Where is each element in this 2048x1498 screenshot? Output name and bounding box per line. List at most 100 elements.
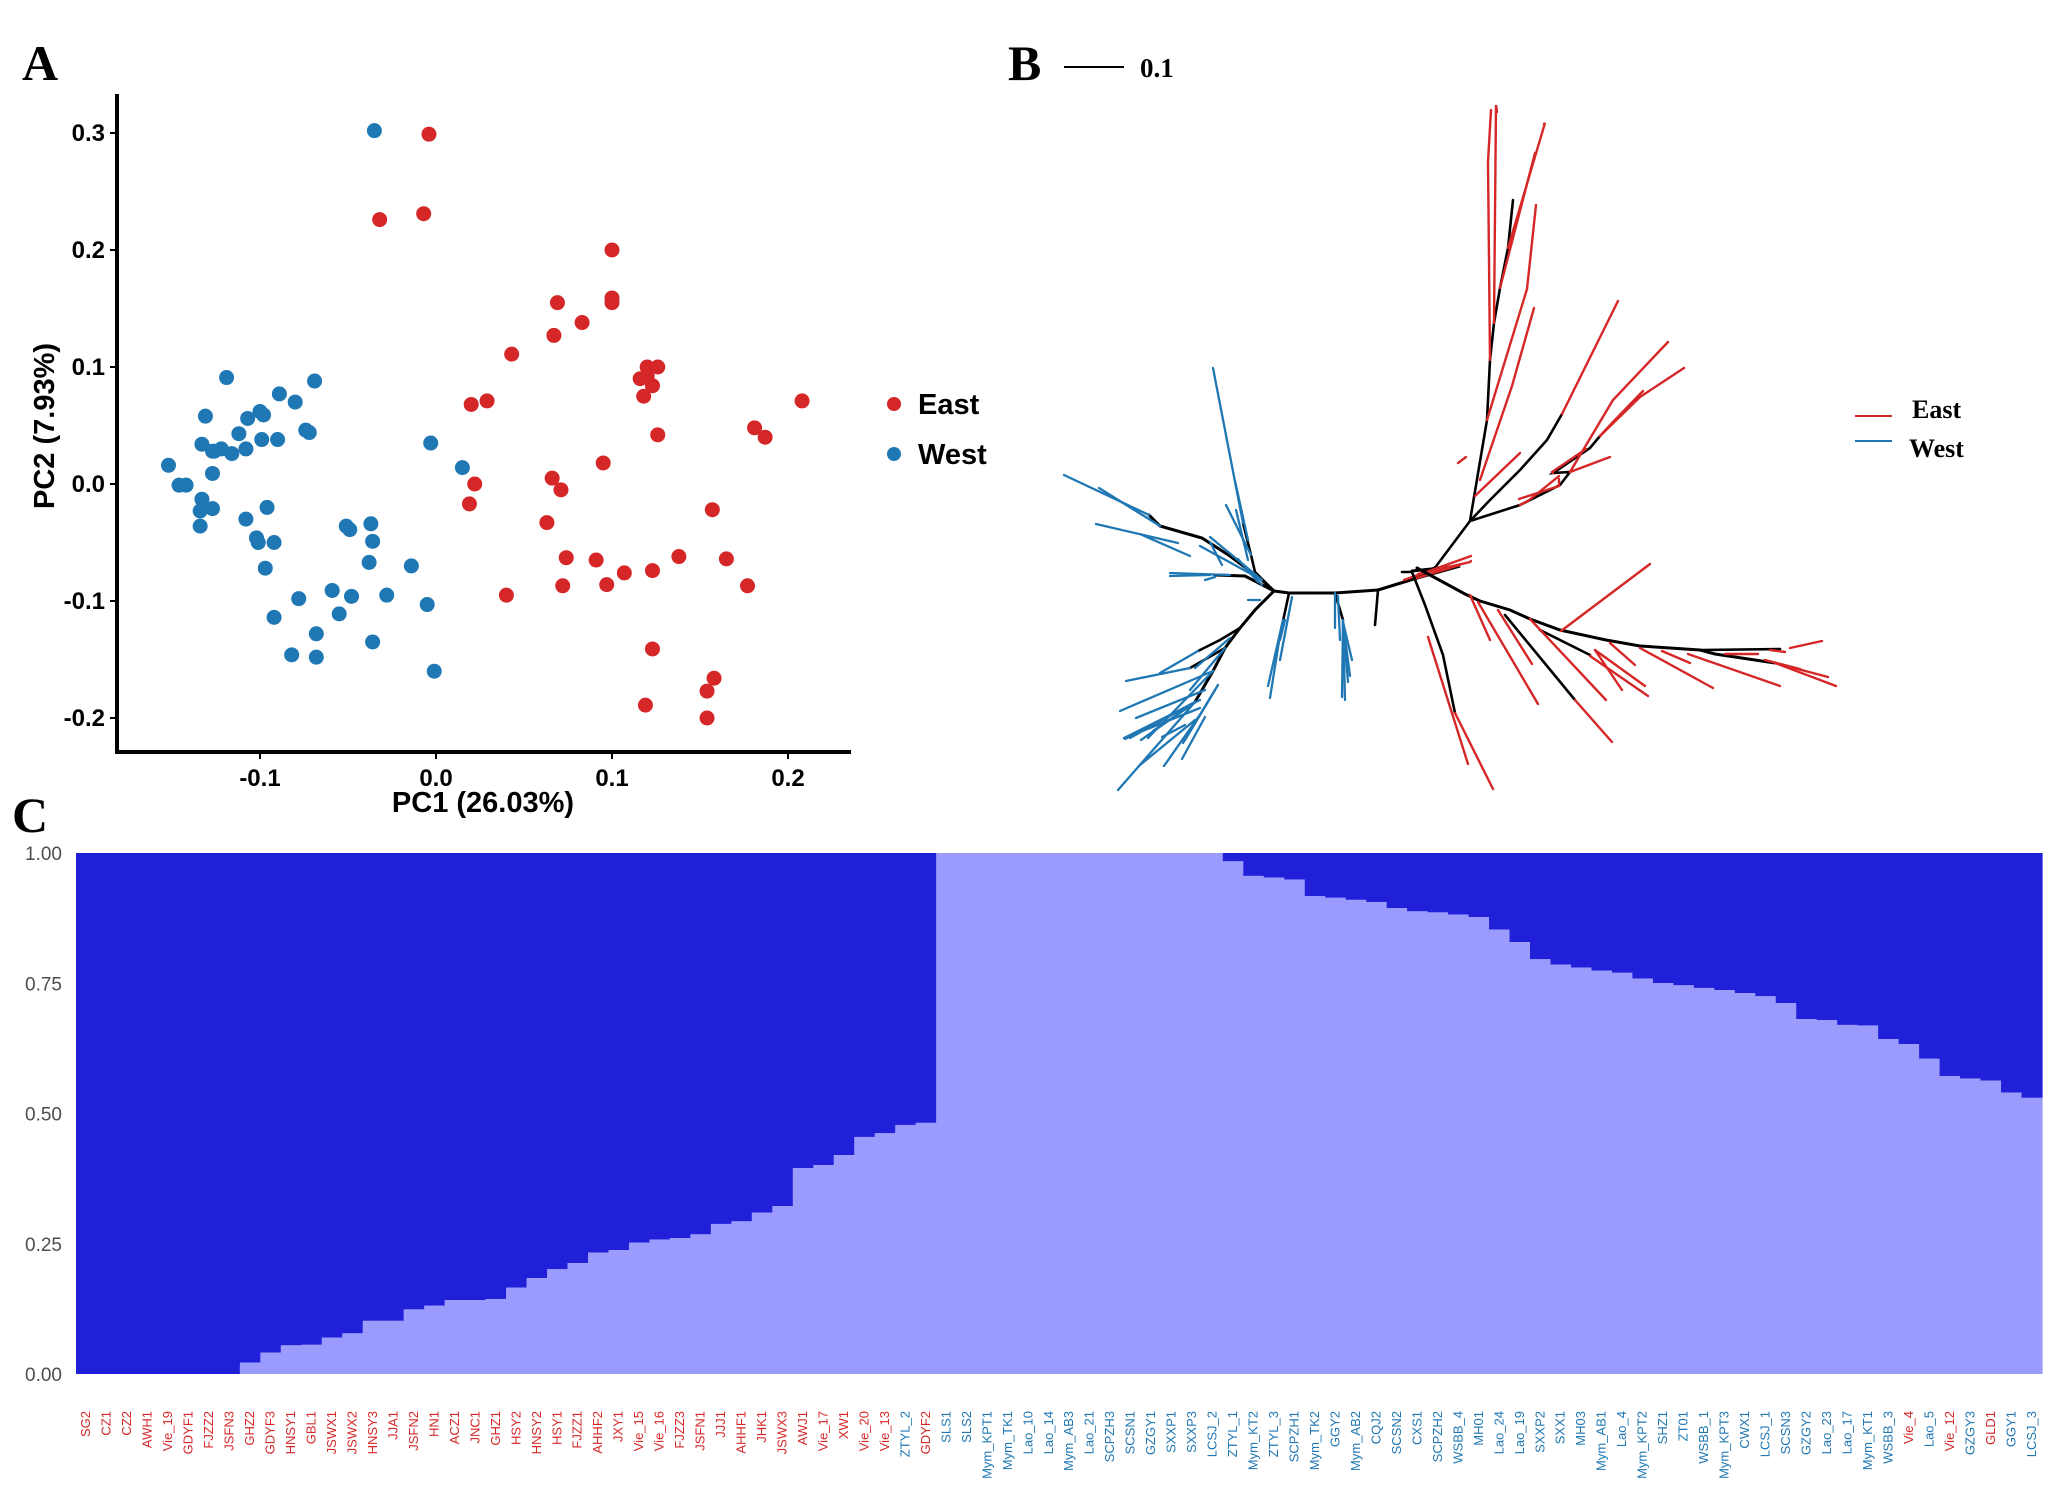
structure-x-label: AHHF2 [590,1411,605,1454]
structure-bar-k1 [444,853,466,1301]
tree-branch-west [1062,473,1151,517]
pca-point-east [544,470,560,486]
pca-point-west [192,503,208,519]
structure-bar-k2 [280,1345,302,1374]
pca-point-east [644,378,660,394]
pca-point-west [171,477,187,493]
tree-branches [1062,104,1838,792]
structure-bar-k1 [239,853,261,1363]
structure-bar-k1 [301,853,323,1345]
structure-bar-k1 [321,853,343,1338]
legend-east-label: East [918,389,980,421]
structure-bar-k2 [1304,896,1326,1374]
tree-internal-branch [1376,576,1419,592]
tree-branch-west [1341,620,1350,684]
structure-x-label: Mym_TK1 [1000,1411,1015,1470]
structure-x-label: SXXP2 [1532,1411,1547,1453]
pca-point-east [699,683,715,699]
structure-x-label: JHK1 [754,1411,769,1443]
pca-point-west [308,649,324,665]
structure-bar-k2 [465,1300,487,1374]
tree-internal-branch [1415,566,1777,665]
structure-bar-k1 [2001,853,2023,1093]
structure-bar-k1 [1304,853,1326,897]
tree-branch-east [1638,646,1715,690]
structure-bar-k2 [1693,987,1715,1374]
structure-x-label: ZT01 [1676,1411,1691,1441]
structure-bar-k1 [772,853,794,1207]
structure-bar-k1 [1345,853,1367,900]
tree-branch-east [1568,455,1612,474]
structure-bar-k2 [260,1352,282,1374]
structure-x-label: GZGY3 [1962,1411,1977,1455]
structure-x-label: Vie_17 [815,1411,830,1451]
structure-bar-k1 [1632,853,1654,979]
tree-branch-west [1124,666,1192,683]
structure-x-label: SCPZH3 [1102,1411,1117,1462]
structure-x-label: Mym_KPT1 [979,1411,994,1479]
tree-internal-branch [1503,613,1577,702]
pca-point-west [254,432,270,448]
structure-bar-k1 [1816,853,1838,1021]
structure-bar-k1 [1591,853,1613,971]
structure-bar-k2 [1755,996,1777,1374]
structure-bar-k2 [1448,914,1470,1374]
structure-bar-k2 [1714,990,1736,1374]
phylogenetic-tree: 0.1 East West [1062,53,1964,792]
structure-x-label: Mym_KPT3 [1717,1411,1732,1479]
structure-bar-k2 [1120,853,1142,1374]
pca-point-west [266,535,282,550]
structure-x-label: ACZ1 [447,1411,462,1444]
structure-bar-k2 [424,1305,446,1374]
legend-east-marker [887,397,901,411]
structure-x-label: Lao_4 [1614,1411,1629,1447]
structure-bar-k1 [280,853,302,1346]
structure-bar-k1 [813,853,835,1166]
tree-branch-east [1528,617,1608,702]
pca-point-east [555,578,571,594]
structure-x-label: CZ1 [99,1411,114,1436]
pca-points [160,123,810,726]
structure-x-label: Lao_19 [1512,1411,1527,1454]
pca-point-east [604,295,620,311]
structure-bar-k1 [1407,853,1429,912]
tree-branch-east [1478,306,1536,482]
tree-branch-east [1560,299,1620,416]
structure-bar-k1 [485,853,507,1299]
structure-bar-k1 [506,853,528,1288]
structure-x-label: SLS1 [938,1411,953,1443]
structure-bar-k2 [1243,875,1265,1374]
pca-point-west [270,432,286,448]
pca-point-east [546,327,562,343]
structure-bar-k2 [1263,877,1285,1374]
structure-bar-k2 [833,1155,855,1374]
pca-plot: -0.1 0.0 0.1 0.2 -0.2 -0.1 0.0 0.1 0.2 0.3 PC1 (2… [29,94,987,819]
pca-y-tick-label: 0.1 [72,354,105,381]
pca-point-west [219,370,235,386]
structure-bar-k1 [1530,853,1552,960]
scale-bar-label: 0.1 [1140,53,1174,83]
tree-branch-east [1468,593,1492,642]
structure-bar-k2 [444,1300,466,1374]
structure-x-label: GGY1 [2003,1411,2018,1447]
structure-bar-k1 [1796,853,1818,1020]
pca-point-east [574,315,590,331]
structure-x-label: Mym_AB3 [1061,1411,1076,1471]
structure-bar-k1 [526,853,548,1279]
structure-x-label: Vie_13 [877,1411,892,1451]
structure-x-label: JJJ1 [713,1411,728,1438]
structure-x-label: Lao_14 [1041,1411,1056,1454]
structure-plot: 0.00 0.25 0.50 0.75 1.00 SG2 CZ1 CZ2 AWH1 Vie_19… [25,844,2043,1479]
pca-point-east [616,565,632,581]
pca-point-east [650,427,666,443]
pca-point-west [454,460,470,476]
pca-point-east [461,496,477,512]
structure-x-label: CZ2 [119,1411,134,1436]
tree-internal-branch [1196,626,1242,653]
structure-bar-k1 [1386,853,1408,909]
tree-branch-west [1340,620,1345,699]
structure-bar-k2 [1161,853,1183,1374]
structure-bar-k1 [1755,853,1777,997]
tree-branch-east [1496,608,1534,666]
